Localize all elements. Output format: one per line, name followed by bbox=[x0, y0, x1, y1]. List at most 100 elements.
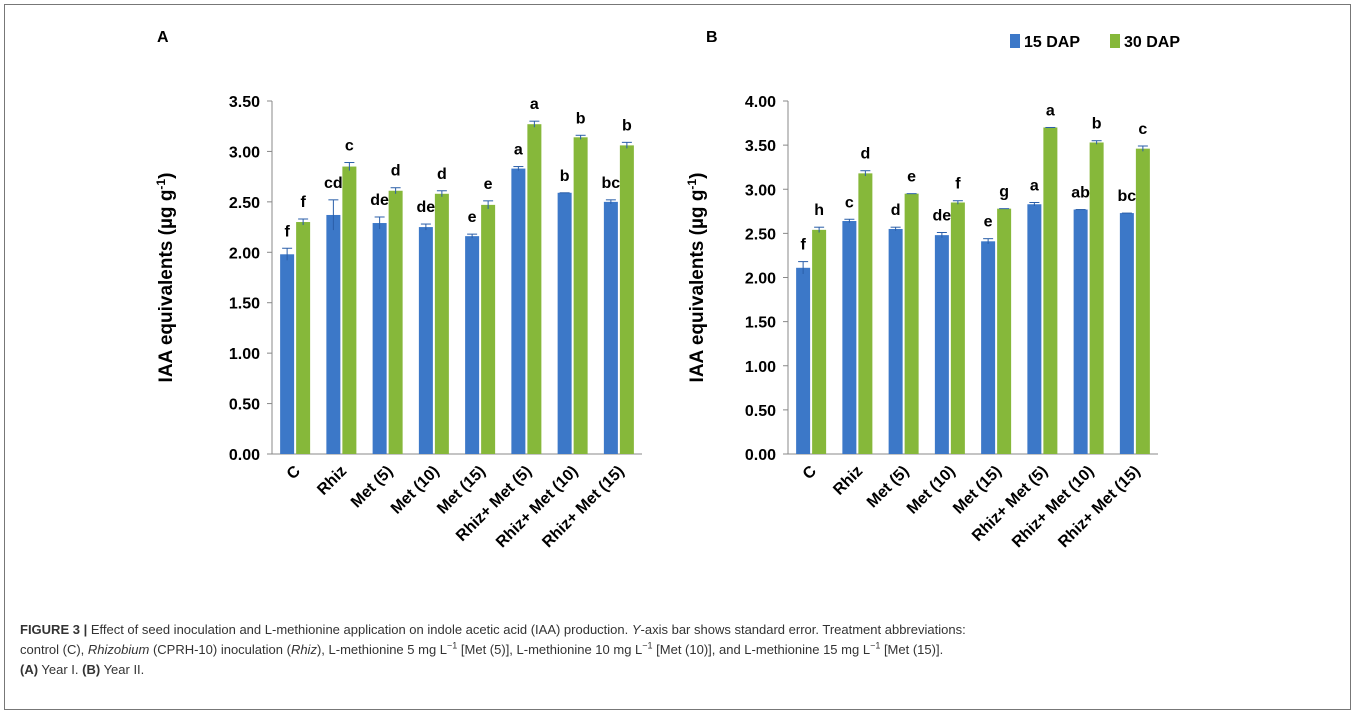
bar-30-dap-met-15 bbox=[997, 208, 1012, 454]
caption-text: Effect of seed inoculation and L-methion… bbox=[87, 622, 632, 637]
caption-text: Year II. bbox=[100, 662, 145, 677]
significance-letter: d bbox=[437, 166, 447, 183]
caption-text: Y bbox=[631, 622, 641, 637]
figure-frame bbox=[4, 4, 1351, 710]
y-tick-label: 1.00 bbox=[745, 359, 776, 376]
x-tick-label: C bbox=[800, 462, 821, 483]
bar-15-dap-rhiz-met-15 bbox=[603, 201, 618, 454]
bar-30-dap-met-5 bbox=[388, 190, 403, 454]
caption-sup: −1 bbox=[447, 640, 458, 651]
significance-letter: de bbox=[370, 192, 389, 209]
caption-text: [Met (15)]. bbox=[880, 642, 944, 657]
y-tick-label: 1.50 bbox=[229, 296, 260, 313]
significance-letter: bc bbox=[1118, 188, 1137, 205]
bar-30-dap-c bbox=[812, 229, 827, 454]
significance-letter: a bbox=[1030, 177, 1039, 194]
bar-30-dap-met-15 bbox=[481, 204, 496, 454]
significance-letter: d bbox=[891, 202, 901, 219]
legend-swatch-15dap bbox=[1010, 34, 1020, 48]
bar-15-dap-rhiz-met-15 bbox=[1119, 213, 1134, 454]
bar-30-dap-rhiz bbox=[858, 173, 873, 455]
bar-15-dap-rhiz-met-5 bbox=[511, 168, 526, 454]
caption-figure-label: FIGURE 3 | bbox=[20, 622, 88, 637]
caption-sup: −1 bbox=[642, 640, 653, 651]
y-tick-label: 3.50 bbox=[745, 138, 776, 155]
bar-30-dap-rhiz-met-15 bbox=[1135, 148, 1150, 454]
significance-letter: b bbox=[576, 110, 586, 127]
significance-letter: c bbox=[845, 194, 854, 211]
significance-letter: de bbox=[417, 199, 436, 216]
figure-caption: FIGURE 3 | Effect of seed inoculation an… bbox=[20, 620, 1340, 680]
y-tick-label: 1.00 bbox=[229, 346, 260, 363]
x-tick-label: Rhiz bbox=[830, 463, 866, 499]
significance-letter: d bbox=[860, 146, 870, 163]
bar-15-dap-rhiz bbox=[326, 214, 341, 454]
significance-letter: b bbox=[560, 168, 570, 185]
bar-30-dap-met-5 bbox=[904, 193, 919, 454]
significance-letter: a bbox=[1046, 102, 1055, 119]
chart-b: 0.00 0.50 1.00 1.50 2.00 2.50 3.00 3.50 4.00 IAA … bbox=[685, 94, 1158, 551]
x-tick-label: Rhiz bbox=[314, 463, 350, 499]
y-tick-label: 0.00 bbox=[229, 447, 260, 464]
x-tick-label: Rhiz+ Met (10) bbox=[493, 463, 581, 551]
significance-letter: e bbox=[484, 176, 493, 193]
bar-15-dap-rhiz bbox=[842, 221, 857, 454]
panel-label-a: A bbox=[157, 29, 169, 46]
significance-letter: e bbox=[984, 214, 993, 231]
significance-letter: f bbox=[300, 194, 306, 211]
y-tick-label: 2.00 bbox=[745, 271, 776, 288]
caption-panel-ref-b: (B) bbox=[82, 662, 101, 677]
y-tick-label: 4.00 bbox=[745, 94, 776, 111]
legend-label-30dap: 30 DAP bbox=[1124, 34, 1180, 51]
legend-label-15dap: 15 DAP bbox=[1024, 34, 1080, 51]
panel-label-b: B bbox=[706, 29, 718, 46]
caption-text: ), L-methionine 5 mg L bbox=[316, 642, 448, 657]
bar-15-dap-met-5 bbox=[372, 223, 387, 454]
y-tick-label: 0.50 bbox=[229, 397, 260, 414]
bar-30-dap-c bbox=[296, 222, 311, 454]
caption-text: -axis bar shows standard error. Treatmen… bbox=[640, 622, 966, 637]
chart-a: 0.00 0.50 1.00 1.50 2.00 2.50 3.00 3.50 IAA equi… bbox=[154, 94, 642, 551]
significance-letter: b bbox=[1092, 116, 1102, 133]
y-tick-label: 2.50 bbox=[745, 226, 776, 243]
y-tick-label: 3.00 bbox=[229, 144, 260, 161]
bar-15-dap-rhiz-met-10 bbox=[557, 192, 572, 454]
y-tick-label: 2.50 bbox=[229, 195, 260, 212]
bar-15-dap-c bbox=[280, 254, 295, 454]
x-tick-label: C bbox=[284, 462, 305, 483]
y-tick-label: 3.50 bbox=[229, 94, 260, 111]
caption-text: Rhizobium bbox=[87, 642, 150, 657]
legend: 15 DAP 30 DAP bbox=[1010, 34, 1180, 51]
x-tick-label: Rhiz+ Met (15) bbox=[539, 463, 627, 551]
y-axis-label: IAA equivalents (µg g-1) bbox=[154, 173, 177, 383]
caption-text: [Met (10)], and L-methionine 15 mg L bbox=[652, 642, 871, 657]
significance-letter: cd bbox=[324, 175, 343, 192]
y-tick-label: 2.00 bbox=[229, 245, 260, 262]
bar-15-dap-met-15 bbox=[981, 241, 996, 454]
y-tick-label: 1.50 bbox=[745, 315, 776, 332]
caption-text: [Met (5)], L-methionine 10 mg L bbox=[457, 642, 643, 657]
caption-sup: −1 bbox=[870, 640, 881, 651]
y-tick-label: 3.00 bbox=[745, 182, 776, 199]
significance-letter: f bbox=[800, 237, 806, 254]
legend-swatch-30dap bbox=[1110, 34, 1120, 48]
significance-letter: c bbox=[1138, 121, 1147, 138]
significance-letter: bc bbox=[602, 175, 621, 192]
significance-letter: b bbox=[622, 117, 632, 134]
significance-letter: f bbox=[284, 223, 290, 240]
significance-letter: ab bbox=[1071, 185, 1090, 202]
significance-letter: f bbox=[955, 176, 961, 193]
bar-15-dap-met-15 bbox=[465, 236, 480, 454]
bar-30-dap-rhiz-met-5 bbox=[1043, 127, 1058, 454]
significance-letter: c bbox=[345, 138, 354, 155]
bar-15-dap-c bbox=[796, 267, 811, 454]
bar-30-dap-met-10 bbox=[434, 193, 449, 454]
significance-letter: d bbox=[391, 163, 401, 180]
bar-30-dap-rhiz-met-15 bbox=[619, 145, 634, 454]
y-tick-label: 0.00 bbox=[745, 447, 776, 464]
x-tick-label: Rhiz+ Met (10) bbox=[1009, 463, 1097, 551]
bar-15-dap-met-5 bbox=[888, 228, 903, 454]
significance-letter: de bbox=[933, 207, 952, 224]
x-tick-label: Rhiz+ Met (15) bbox=[1055, 463, 1143, 551]
bar-15-dap-rhiz-met-5 bbox=[1027, 204, 1042, 454]
